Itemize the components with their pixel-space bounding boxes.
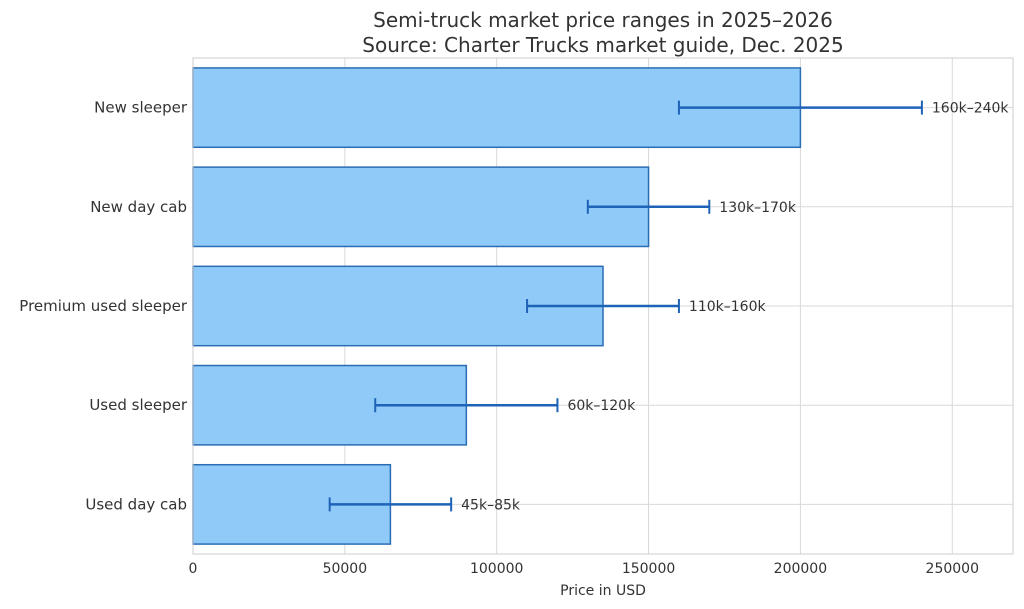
category-label: New sleeper xyxy=(94,99,188,117)
range-labels: 160k–240k 130k–170k 110k–160k 60k–120k 45k–8… xyxy=(461,101,1009,514)
range-label: 60k–120k xyxy=(567,398,636,414)
plot-frame xyxy=(192,57,1014,555)
category-label: Used day cab xyxy=(85,495,187,513)
range-label: 45k–85k xyxy=(461,497,521,513)
chart-title: Semi-truck market price ranges in 2025–2… xyxy=(373,8,833,32)
x-tick-label: 150000 xyxy=(622,561,675,577)
range-label: 110k–160k xyxy=(689,299,767,315)
range-label: 130k–170k xyxy=(719,200,797,216)
range-label: 160k–240k xyxy=(932,101,1010,117)
x-tick-label: 100000 xyxy=(470,561,523,577)
category-label: Used sleeper xyxy=(89,396,188,414)
category-labels: New sleeper New day cab Premium used sleep… xyxy=(19,99,188,514)
x-axis-label: Price in USD xyxy=(560,583,646,599)
x-tick-labels: 0 50000 100000 150000 200000 250000 xyxy=(189,561,979,577)
x-tick-label: 0 xyxy=(189,561,198,577)
error-bars xyxy=(328,100,923,512)
chart-subtitle: Source: Charter Trucks market guide, Dec… xyxy=(362,33,843,57)
x-tick-label: 50000 xyxy=(323,561,368,577)
category-label: New day cab xyxy=(90,198,187,216)
x-tick-label: 200000 xyxy=(774,561,827,577)
category-label: Premium used sleeper xyxy=(19,297,188,315)
x-tick-label: 250000 xyxy=(926,561,979,577)
bar xyxy=(192,166,650,248)
